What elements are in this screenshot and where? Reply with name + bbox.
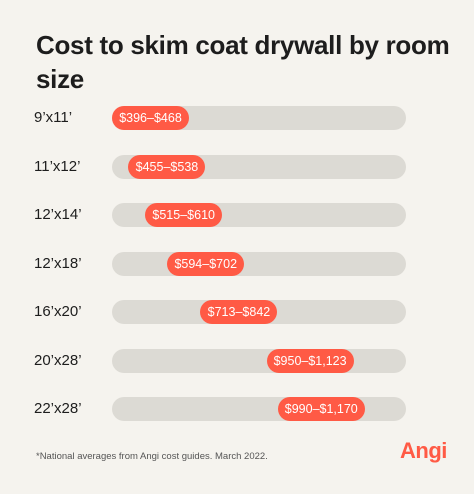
- range-bar: $515–$610: [145, 203, 223, 227]
- row-label: 9’x11’: [34, 109, 73, 126]
- row-label: 22’x28’: [34, 400, 82, 417]
- range-bar: $990–$1,170: [277, 397, 365, 421]
- footnote: *National averages from Angi cost guides…: [36, 451, 268, 462]
- row-label: 16’x20’: [34, 303, 82, 320]
- row-label: 11’x12’: [34, 158, 81, 175]
- row-label: 12’x18’: [34, 255, 82, 272]
- range-bar: $594–$702: [167, 252, 245, 276]
- row-label: 20’x28’: [34, 352, 82, 369]
- chart-title: Cost to skim coat drywall by room size: [36, 30, 450, 94]
- range-bar: $455–$538: [128, 155, 206, 179]
- bar-track: [112, 349, 406, 373]
- range-bar: $950–$1,123: [266, 349, 354, 373]
- range-bar: $396–$468: [112, 106, 189, 130]
- angi-logo: Angi: [400, 438, 447, 463]
- row-label: 12’x14’: [34, 206, 82, 223]
- bar-track: [112, 252, 406, 276]
- range-bar: $713–$842: [200, 300, 278, 324]
